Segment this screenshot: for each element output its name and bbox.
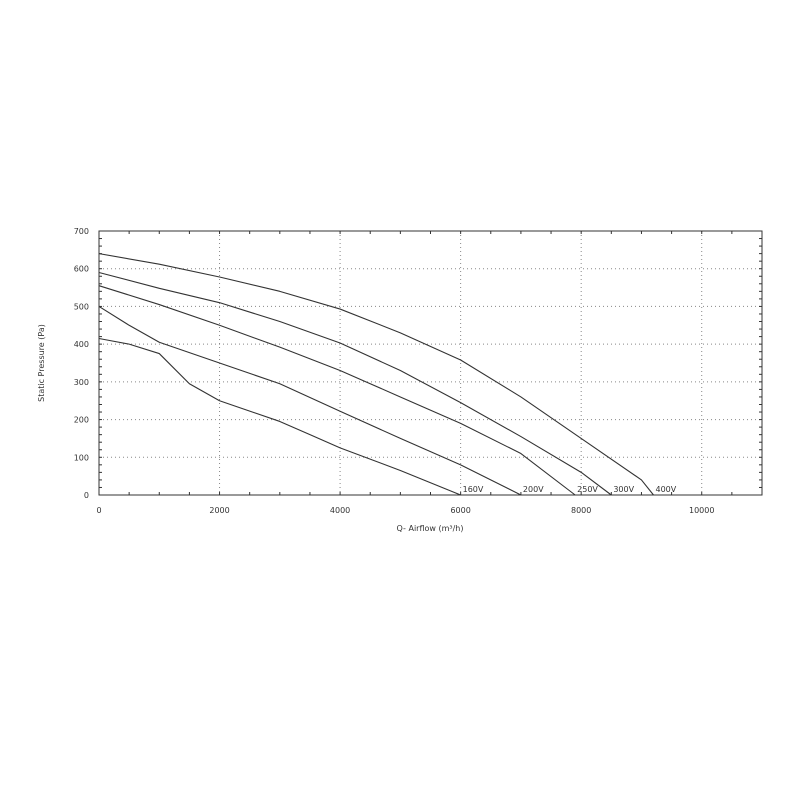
series-label-200V: 200V (523, 485, 544, 494)
y-tick-label: 400 (74, 340, 89, 349)
x-tick-label: 2000 (209, 506, 229, 515)
x-axis-label: Q- Airflow (m³/h) (397, 524, 464, 533)
y-tick-label: 600 (74, 265, 89, 274)
y-tick-label: 500 (74, 302, 89, 311)
series-label-400V: 400V (656, 485, 677, 494)
series-lines (98, 253, 654, 496)
series-250V (98, 285, 576, 496)
x-tick-label: 10000 (689, 506, 714, 515)
y-tick-label: 100 (74, 453, 89, 462)
x-tick-label: 8000 (571, 506, 591, 515)
series-label-160V: 160V (463, 485, 484, 494)
series-200V (98, 305, 522, 496)
x-tick-label: 6000 (450, 506, 470, 515)
series-160V (98, 337, 461, 496)
y-tick-label: 0 (84, 491, 89, 500)
series-label-250V: 250V (577, 485, 598, 494)
series-400V (98, 253, 654, 496)
tick-labels: 0 2000 4000 6000 8000 10000 0 100 200 300 400 500 60… (74, 227, 715, 515)
x-tick-label: 0 (96, 506, 101, 515)
y-tick-label: 700 (74, 227, 89, 236)
x-tick-label: 4000 (330, 506, 350, 515)
y-tick-label: 300 (74, 378, 89, 387)
plot-frame (98, 230, 763, 496)
grid (99, 231, 762, 495)
series-label-300V: 300V (613, 485, 634, 494)
series-300V (98, 271, 612, 496)
ticks (98, 230, 763, 496)
y-axis-label: Static Pressure (Pa) (37, 324, 46, 402)
y-tick-label: 200 (74, 416, 89, 425)
